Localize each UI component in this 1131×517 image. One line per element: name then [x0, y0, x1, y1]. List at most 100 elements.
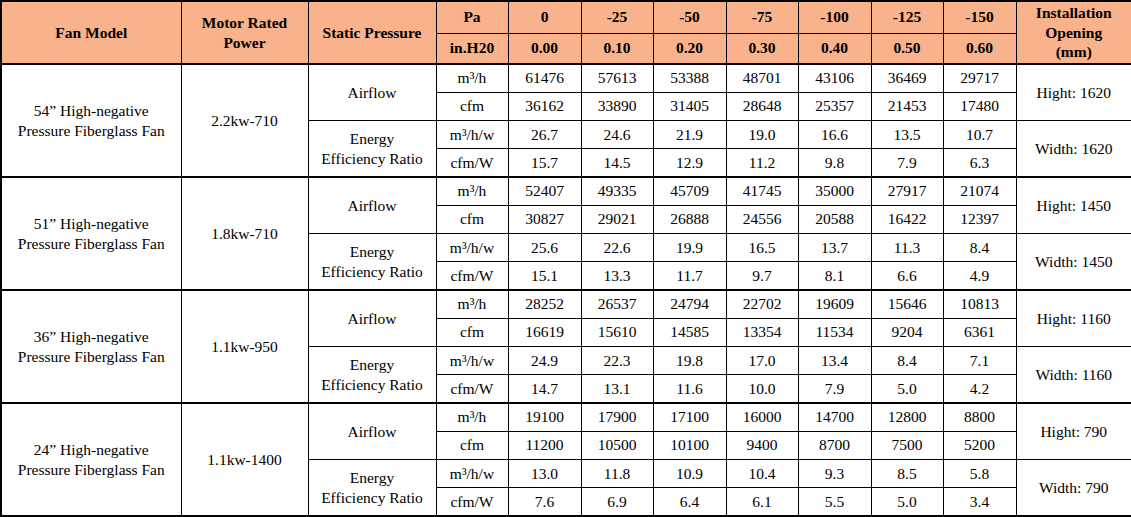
unit-cell: m³/h/w	[436, 234, 508, 262]
value-cell: 4.2	[943, 375, 1016, 403]
value-cell: 28648	[726, 92, 798, 120]
value-cell: 7.9	[798, 375, 871, 403]
value-cell: 61476	[508, 64, 581, 92]
table-header: Fan Model Motor Rated Power Static Press…	[1, 1, 1131, 64]
value-cell: 13.5	[871, 121, 943, 149]
header-pa-2: -50	[653, 1, 726, 33]
value-cell: 15646	[871, 290, 943, 318]
unit-cell: m³/h	[436, 403, 508, 431]
fan-model-cell: 51” High-negative Pressure Fiberglass Fa…	[1, 177, 181, 290]
value-cell: 3.4	[943, 488, 1016, 516]
value-cell: 6.4	[653, 488, 726, 516]
value-cell: 10813	[943, 290, 1016, 318]
header-pa-unit: Pa	[436, 1, 508, 33]
value-cell: 8.4	[871, 347, 943, 375]
eer-label-cell: Energy Efficiency Ratio	[308, 234, 436, 291]
value-cell: 15.1	[508, 262, 581, 290]
value-cell: 29021	[581, 205, 653, 233]
value-cell: 10.9	[653, 460, 726, 488]
value-cell: 8800	[943, 403, 1016, 431]
fan-model-cell: 24” High-negative Pressure Fiberglass Fa…	[1, 403, 181, 516]
value-cell: 7.6	[508, 488, 581, 516]
header-inh2o-6: 0.60	[943, 33, 1016, 64]
header-static-pressure: Static Pressure	[308, 1, 436, 64]
value-cell: 5.8	[943, 460, 1016, 488]
installation-width-cell: Width: 1450	[1016, 234, 1131, 291]
unit-cell: cfm	[436, 92, 508, 120]
value-cell: 45709	[653, 177, 726, 205]
value-cell: 19609	[798, 290, 871, 318]
header-pa-5: -125	[871, 1, 943, 33]
unit-cell: m³/h/w	[436, 460, 508, 488]
value-cell: 17.0	[726, 347, 798, 375]
value-cell: 21.9	[653, 121, 726, 149]
value-cell: 14585	[653, 318, 726, 346]
value-cell: 53388	[653, 64, 726, 92]
fan-model-cell: 36” High-negative Pressure Fiberglass Fa…	[1, 290, 181, 403]
value-cell: 5.0	[871, 488, 943, 516]
installation-hight-cell: Hight: 790	[1016, 403, 1131, 460]
value-cell: 9.3	[798, 460, 871, 488]
unit-cell: cfm/W	[436, 149, 508, 177]
fan-spec-table: Fan Model Motor Rated Power Static Press…	[0, 0, 1131, 517]
value-cell: 25357	[798, 92, 871, 120]
value-cell: 20588	[798, 205, 871, 233]
value-cell: 10.4	[726, 460, 798, 488]
value-cell: 28252	[508, 290, 581, 318]
value-cell: 8.5	[871, 460, 943, 488]
value-cell: 41745	[726, 177, 798, 205]
value-cell: 12397	[943, 205, 1016, 233]
value-cell: 13.4	[798, 347, 871, 375]
value-cell: 11.8	[581, 460, 653, 488]
value-cell: 14.7	[508, 375, 581, 403]
value-cell: 10100	[653, 431, 726, 459]
value-cell: 8.1	[798, 262, 871, 290]
value-cell: 57613	[581, 64, 653, 92]
value-cell: 19.8	[653, 347, 726, 375]
header-motor-rated-power: Motor Rated Power	[181, 1, 308, 64]
value-cell: 16422	[871, 205, 943, 233]
header-pa-6: -150	[943, 1, 1016, 33]
unit-cell: cfm/W	[436, 262, 508, 290]
value-cell: 21074	[943, 177, 1016, 205]
value-cell: 14.5	[581, 149, 653, 177]
value-cell: 11.3	[871, 234, 943, 262]
unit-cell: m³/h	[436, 177, 508, 205]
unit-cell: m³/h	[436, 64, 508, 92]
table-row: 36” High-negative Pressure Fiberglass Fa…	[1, 290, 1131, 318]
value-cell: 14700	[798, 403, 871, 431]
unit-cell: cfm/W	[436, 375, 508, 403]
eer-label-cell: Energy Efficiency Ratio	[308, 460, 436, 517]
unit-cell: cfm/W	[436, 488, 508, 516]
value-cell: 22.3	[581, 347, 653, 375]
value-cell: 16619	[508, 318, 581, 346]
unit-cell: cfm	[436, 318, 508, 346]
eer-label-cell: Energy Efficiency Ratio	[308, 121, 436, 178]
value-cell: 12.9	[653, 149, 726, 177]
value-cell: 5.0	[871, 375, 943, 403]
value-cell: 13.7	[798, 234, 871, 262]
value-cell: 11534	[798, 318, 871, 346]
value-cell: 8.4	[943, 234, 1016, 262]
motor-power-cell: 1.1kw-950	[181, 290, 308, 403]
header-pa-3: -75	[726, 1, 798, 33]
value-cell: 26888	[653, 205, 726, 233]
unit-cell: m³/h	[436, 290, 508, 318]
header-inh2o-1: 0.10	[581, 33, 653, 64]
motor-power-cell: 1.8kw-710	[181, 177, 308, 290]
value-cell: 9204	[871, 318, 943, 346]
unit-cell: m³/h/w	[436, 347, 508, 375]
unit-cell: cfm	[436, 431, 508, 459]
fan-spec-sheet: Fan Model Motor Rated Power Static Press…	[0, 0, 1131, 517]
header-inh2o-3: 0.30	[726, 33, 798, 64]
value-cell: 26537	[581, 290, 653, 318]
value-cell: 35000	[798, 177, 871, 205]
unit-cell: m³/h/w	[436, 121, 508, 149]
value-cell: 11.6	[653, 375, 726, 403]
value-cell: 9400	[726, 431, 798, 459]
value-cell: 6.9	[581, 488, 653, 516]
value-cell: 6361	[943, 318, 1016, 346]
installation-width-cell: Width: 1160	[1016, 347, 1131, 404]
value-cell: 7.1	[943, 347, 1016, 375]
value-cell: 4.9	[943, 262, 1016, 290]
